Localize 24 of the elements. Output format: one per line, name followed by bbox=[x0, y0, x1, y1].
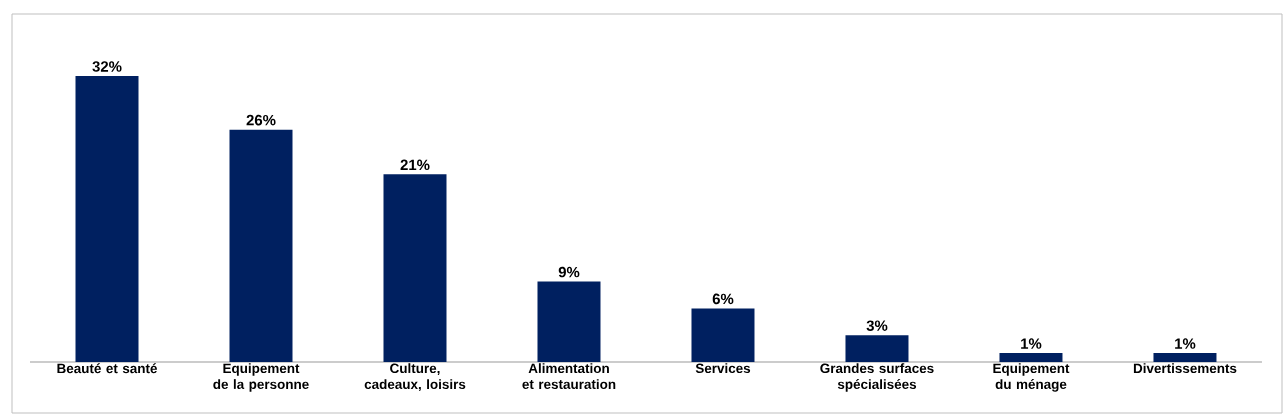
data-label: 3% bbox=[866, 320, 888, 331]
bar bbox=[845, 335, 909, 362]
bar bbox=[75, 76, 139, 362]
x-tick-label: Beauté et santé bbox=[57, 363, 157, 374]
x-tick-label: Grandes surfaces spécialisées bbox=[820, 363, 934, 392]
data-label: 1% bbox=[1021, 338, 1042, 349]
bar bbox=[1153, 353, 1217, 362]
x-tick-label: Services bbox=[695, 363, 751, 374]
bar bbox=[383, 174, 447, 362]
x-tick-label: Equipement du ménage bbox=[993, 363, 1070, 392]
data-label: 32% bbox=[92, 61, 122, 72]
bar bbox=[229, 129, 293, 362]
bar bbox=[691, 308, 755, 362]
bar bbox=[537, 281, 601, 362]
data-label: 21% bbox=[400, 159, 430, 171]
x-tick-label: Culture, cadeaux, loisirs bbox=[364, 363, 466, 391]
data-label: 6% bbox=[712, 293, 734, 305]
bar bbox=[999, 353, 1063, 362]
data-label: 9% bbox=[558, 266, 580, 278]
data-label: 1% bbox=[1175, 338, 1196, 349]
x-tick-label: Equipement de la personne bbox=[213, 363, 309, 392]
x-tick-label: Divertissements bbox=[1133, 363, 1237, 374]
x-tick-label: Alimentation et restauration bbox=[522, 363, 616, 390]
data-label: 26% bbox=[246, 114, 276, 126]
